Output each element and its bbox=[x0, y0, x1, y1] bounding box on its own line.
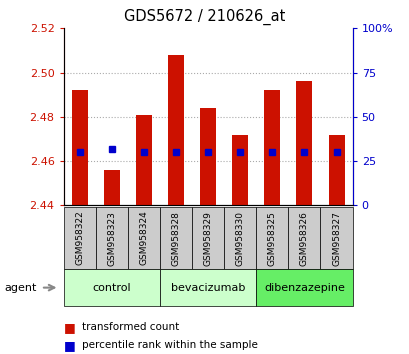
Bar bbox=[231, 135, 247, 205]
Text: transformed count: transformed count bbox=[82, 322, 179, 332]
Text: bevacizumab: bevacizumab bbox=[171, 282, 245, 293]
Text: control: control bbox=[92, 282, 131, 293]
Bar bbox=[72, 90, 88, 205]
Text: GSM958327: GSM958327 bbox=[331, 211, 340, 266]
Bar bbox=[103, 170, 119, 205]
Bar bbox=[224, 207, 256, 269]
Bar bbox=[168, 55, 184, 205]
Bar bbox=[191, 207, 224, 269]
Bar bbox=[63, 207, 95, 269]
Bar bbox=[128, 207, 160, 269]
Bar bbox=[135, 115, 151, 205]
Text: ■: ■ bbox=[63, 339, 75, 352]
Bar bbox=[328, 135, 344, 205]
Text: GSM958329: GSM958329 bbox=[203, 211, 212, 266]
Text: dibenzazepine: dibenzazepine bbox=[263, 282, 344, 293]
Bar bbox=[63, 269, 160, 306]
Bar bbox=[296, 81, 312, 205]
Text: ■: ■ bbox=[63, 321, 75, 334]
Bar bbox=[256, 269, 352, 306]
Text: GSM958330: GSM958330 bbox=[235, 211, 244, 266]
Text: GSM958323: GSM958323 bbox=[107, 211, 116, 266]
Text: GSM958325: GSM958325 bbox=[267, 211, 276, 266]
Bar bbox=[264, 90, 280, 205]
Bar bbox=[200, 108, 216, 205]
Text: GSM958324: GSM958324 bbox=[139, 211, 148, 266]
Text: agent: agent bbox=[4, 282, 36, 293]
Bar bbox=[160, 207, 191, 269]
Bar bbox=[256, 207, 288, 269]
Text: GSM958326: GSM958326 bbox=[299, 211, 308, 266]
Bar bbox=[160, 269, 256, 306]
Bar bbox=[320, 207, 352, 269]
Text: GSM958328: GSM958328 bbox=[171, 211, 180, 266]
Bar bbox=[288, 207, 320, 269]
Text: percentile rank within the sample: percentile rank within the sample bbox=[82, 340, 257, 350]
Text: GSM958322: GSM958322 bbox=[75, 211, 84, 266]
Text: GDS5672 / 210626_at: GDS5672 / 210626_at bbox=[124, 9, 285, 25]
Bar bbox=[95, 207, 128, 269]
